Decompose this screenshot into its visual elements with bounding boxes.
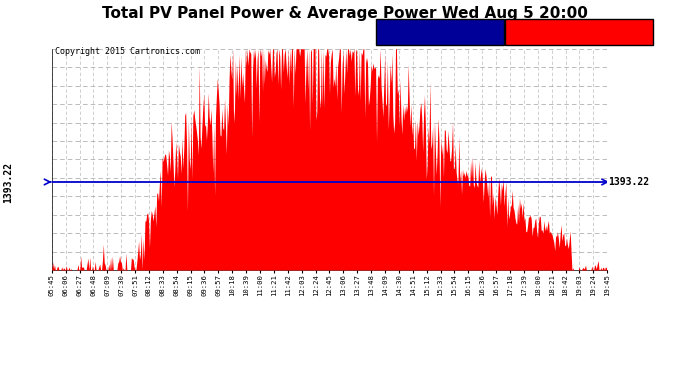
- Text: Total PV Panel Power & Average Power Wed Aug 5 20:00: Total PV Panel Power & Average Power Wed…: [102, 6, 588, 21]
- Text: Copyright 2015 Cartronics.com: Copyright 2015 Cartronics.com: [55, 47, 200, 56]
- Text: PV Panels  (DC Watts): PV Panels (DC Watts): [508, 27, 613, 36]
- Text: 1393.22: 1393.22: [609, 177, 650, 187]
- Text: 1393.22: 1393.22: [3, 161, 13, 202]
- Text: Average  (DC Watts): Average (DC Watts): [379, 27, 474, 36]
